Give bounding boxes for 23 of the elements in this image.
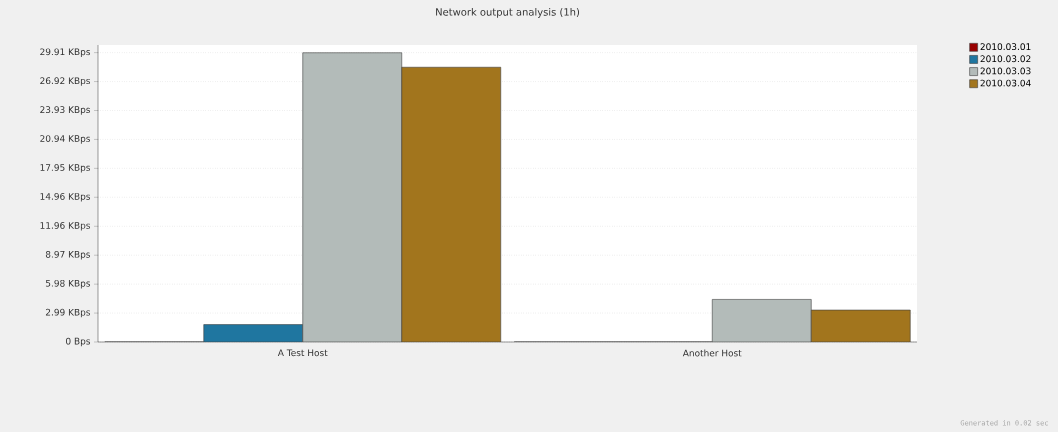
bar bbox=[203, 324, 304, 342]
bar bbox=[711, 299, 812, 342]
bar bbox=[401, 66, 502, 342]
legend-label: 2010.03.01 bbox=[980, 43, 1031, 51]
y-tick-label: 8.97 KBps bbox=[45, 250, 91, 260]
y-tick-label: 0 Bps bbox=[66, 337, 91, 347]
y-tick-label: 14.96 KBps bbox=[40, 193, 91, 202]
y-tick-label: 29.91 KBps bbox=[40, 48, 91, 57]
y-tick-label: 2.99 KBps bbox=[45, 308, 91, 318]
y-tick-label: 20.94 KBps bbox=[40, 135, 91, 144]
chart-title: Network output analysis (1h) bbox=[436, 8, 580, 18]
x-tick-label: Another Host bbox=[682, 349, 742, 357]
y-tick-label: 23.93 KBps bbox=[40, 106, 91, 115]
y-tick-label: 11.96 KBps bbox=[40, 222, 91, 231]
legend-label: 2010.03.02 bbox=[980, 55, 1031, 63]
x-tick-label: A Test Host bbox=[277, 349, 328, 357]
legend-label: 2010.03.04 bbox=[980, 79, 1031, 87]
bar bbox=[810, 309, 911, 342]
y-tick-label: 5.98 KBps bbox=[45, 279, 91, 289]
y-tick-label: 17.95 KBps bbox=[40, 164, 91, 173]
bar bbox=[302, 52, 403, 342]
legend-label: 2010.03.03 bbox=[980, 67, 1031, 75]
y-tick-label: 26.92 KBps bbox=[40, 77, 91, 86]
